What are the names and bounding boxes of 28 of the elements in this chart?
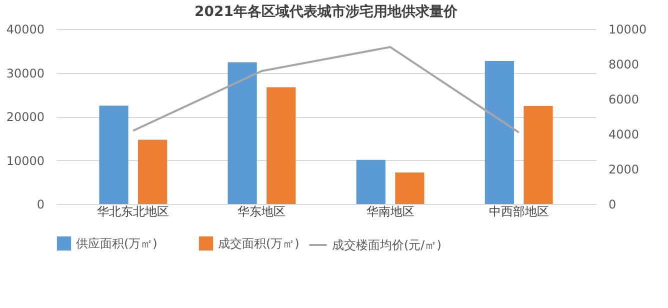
y2-tick-label: 10000: [608, 22, 647, 36]
y2-tick-label: 2000: [608, 162, 640, 176]
x-tick-label: 中西部地区: [488, 204, 549, 218]
bar: [266, 87, 296, 204]
y2-tick-label: 0: [608, 198, 616, 212]
x-tick-label: 华南地区: [366, 204, 414, 218]
bar: [524, 106, 553, 204]
y-tick-label: 20000: [6, 110, 44, 124]
legend-label: 供应面积(万㎡): [76, 236, 158, 250]
chart-title: 2021年各区域代表城市涉宅用地供求量价: [194, 3, 458, 20]
x-tick-label: 华东地区: [238, 204, 286, 218]
bar: [99, 106, 128, 204]
y-tick-label: 40000: [6, 22, 44, 36]
y-tick-label: 0: [36, 198, 44, 212]
bar: [228, 62, 257, 204]
y2-tick-label: 6000: [608, 92, 640, 106]
line-series: [132, 46, 520, 134]
y2-tick-label: 4000: [608, 128, 640, 142]
legend-label: 成交楼面均价(元/㎡): [332, 238, 442, 252]
bar: [356, 160, 386, 204]
bar: [484, 60, 514, 204]
x-tick-label: 华北东北地区: [97, 204, 170, 218]
y2-tick-label: 8000: [608, 58, 640, 72]
y-tick-label: 10000: [6, 154, 44, 168]
y-tick-label: 30000: [6, 66, 44, 80]
legend-label: 成交面积(万㎡): [218, 236, 300, 250]
bar: [138, 140, 168, 204]
bar: [395, 172, 424, 204]
